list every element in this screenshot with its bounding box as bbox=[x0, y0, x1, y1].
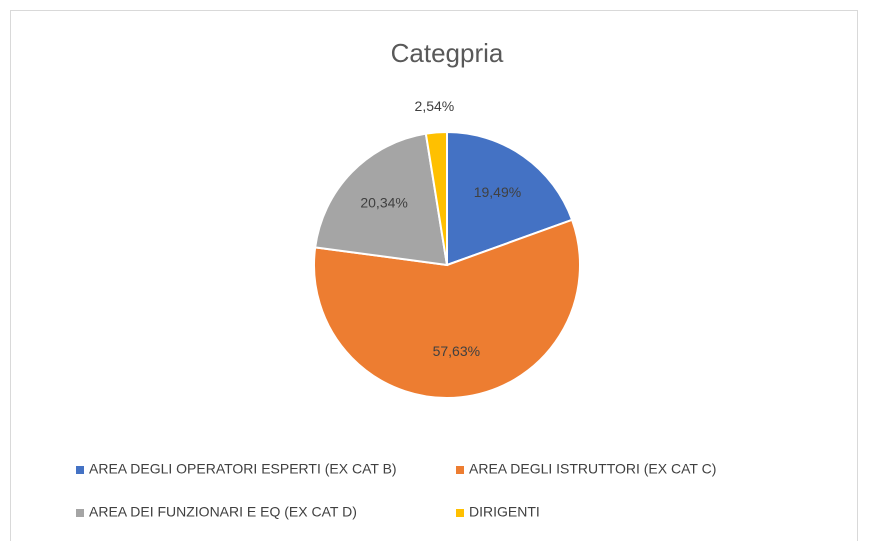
legend-label: AREA DEGLI ISTRUTTORI (EX CAT C) bbox=[469, 461, 716, 477]
pie-slice bbox=[314, 132, 449, 267]
legend-swatch bbox=[456, 509, 464, 517]
data-label: 57,63% bbox=[433, 343, 480, 359]
chart-border bbox=[10, 10, 858, 541]
pie-slice bbox=[313, 218, 581, 399]
data-label: 2,54% bbox=[415, 98, 455, 114]
legend-label: DIRIGENTI bbox=[469, 504, 540, 520]
legend-swatch bbox=[76, 509, 84, 517]
legend-label: AREA DEI FUNZIONARI E EQ (EX CAT D) bbox=[89, 504, 357, 520]
data-label: 20,34% bbox=[360, 194, 407, 210]
legend-label: AREA DEGLI OPERATORI ESPERTI (EX CAT B) bbox=[89, 461, 397, 477]
data-label: 19,49% bbox=[474, 184, 521, 200]
legend-swatch bbox=[456, 466, 464, 474]
legend-swatch bbox=[76, 466, 84, 474]
pie-slice bbox=[446, 130, 574, 267]
pie-slice bbox=[424, 130, 448, 266]
chart-title: Categpria bbox=[391, 38, 504, 68]
